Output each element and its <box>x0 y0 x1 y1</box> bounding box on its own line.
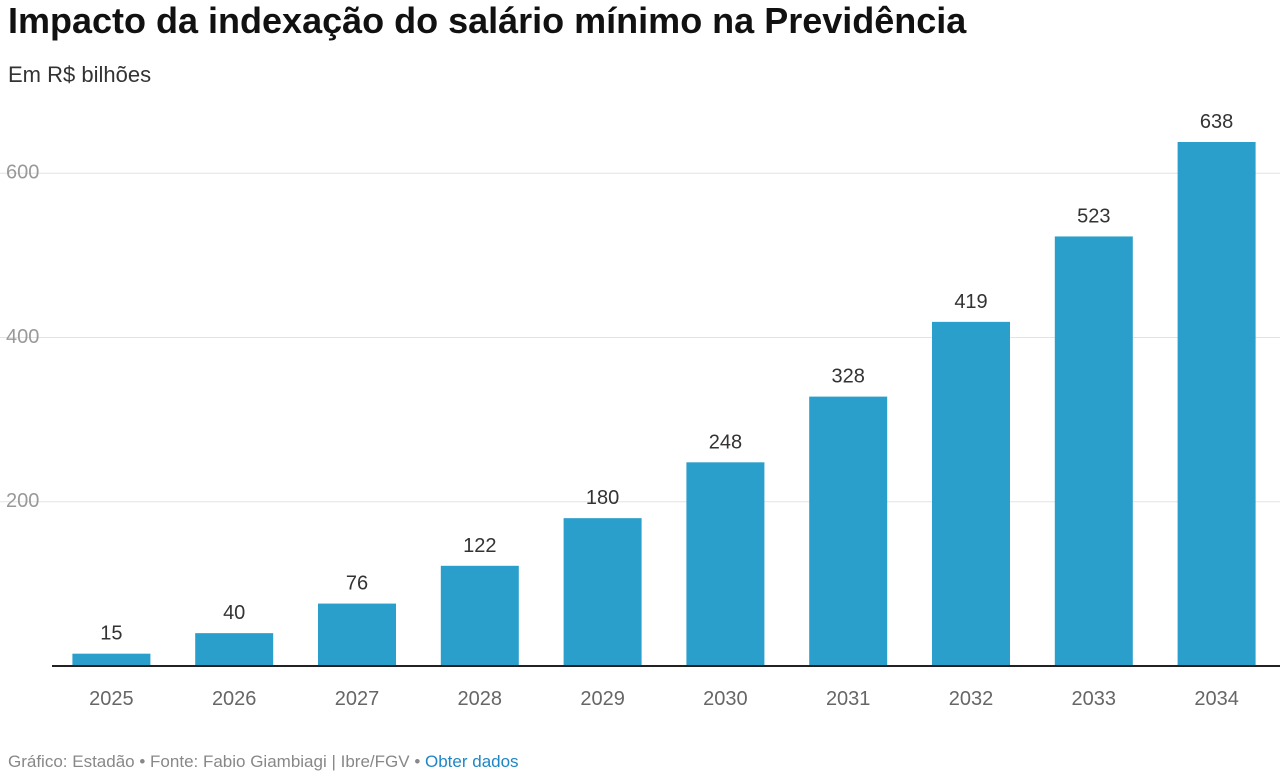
bar <box>1054 236 1133 666</box>
y-tick-label: 600 <box>6 161 39 183</box>
bar-chart: 200 400 600 15 2025 40 2026 76 2027 122 2028 180 202… <box>0 111 1280 710</box>
data-label: 76 <box>346 573 368 595</box>
bar <box>563 518 642 666</box>
chart-title: Impacto da indexação do salário mínimo n… <box>8 0 967 41</box>
data-label: 15 <box>100 623 122 645</box>
x-tick-label: 2032 <box>949 688 994 710</box>
y-tick-label: 400 <box>6 326 39 348</box>
x-tick-label: 2026 <box>212 688 257 710</box>
data-label: 122 <box>463 535 496 557</box>
footer-source: Fonte: Fabio Giambiagi | Ibre/FGV <box>150 752 410 771</box>
y-tick-label: 200 <box>6 490 39 512</box>
footer-separator: • <box>139 752 146 771</box>
data-label: 419 <box>954 291 987 313</box>
data-label: 523 <box>1077 205 1110 227</box>
bar <box>686 462 765 666</box>
bar <box>195 633 274 666</box>
bar <box>1177 142 1256 666</box>
x-tick-label: 2028 <box>458 688 503 710</box>
data-label: 180 <box>586 487 619 509</box>
footer-separator: • <box>414 752 421 771</box>
bar <box>72 653 151 666</box>
get-data-link[interactable]: Obter dados <box>425 752 519 771</box>
x-tick-label: 2034 <box>1194 688 1239 710</box>
bar <box>932 321 1010 666</box>
data-label: 638 <box>1200 111 1233 133</box>
x-tick-label: 2033 <box>1072 688 1117 710</box>
bar <box>809 396 888 666</box>
chart-footer: Gráfico: Estadão • Fonte: Fabio Giambiag… <box>8 750 519 774</box>
chart-subtitle: Em R$ bilhões <box>8 62 152 87</box>
data-label: 328 <box>832 366 865 388</box>
bar <box>440 565 519 666</box>
data-label: 248 <box>709 431 742 453</box>
footer-credit: Gráfico: Estadão <box>8 752 135 771</box>
data-label: 40 <box>223 602 245 624</box>
x-tick-label: 2030 <box>703 688 748 710</box>
x-tick-label: 2031 <box>826 688 871 710</box>
x-tick-label: 2029 <box>580 688 625 710</box>
bar <box>318 603 396 666</box>
x-tick-label: 2025 <box>89 688 134 710</box>
x-tick-label: 2027 <box>335 688 380 710</box>
